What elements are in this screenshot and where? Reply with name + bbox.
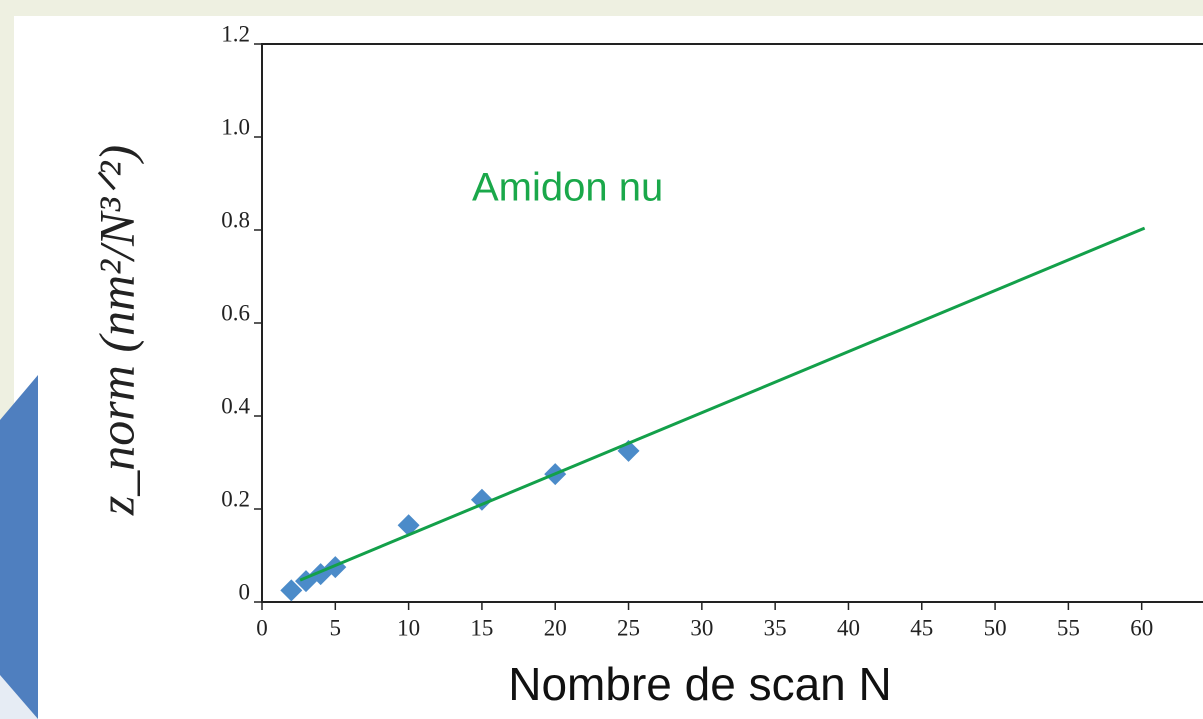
x-axis-label: Nombre de scan N [508,658,892,710]
x-tick-label: 55 [1057,615,1080,640]
y-tick-label: 1.2 [221,21,250,46]
y-tick-label: 0.8 [221,207,250,232]
annotation: Amidon nu [472,166,663,210]
decoration [0,675,38,719]
x-tick-label: 35 [764,615,787,640]
y-axis-label: z_norm (nm²/N³ᐟ²) [88,145,144,516]
y-tick-label: 1.0 [221,114,250,139]
x-tick-label: 25 [617,615,640,640]
x-tick-label: 40 [837,615,860,640]
fit-line [299,226,1146,582]
y-tick-label: 0.4 [221,393,250,418]
x-tick-label: 20 [544,615,567,640]
x-tick-label: 60 [1130,615,1153,640]
y-tick-label: 0 [239,579,251,604]
data-point [397,514,420,537]
y-tick-label: 0.6 [221,300,250,325]
decoration [0,375,38,719]
x-tick-label: 0 [256,615,268,640]
x-tick-label: 45 [910,615,933,640]
x-tick-label: 15 [470,615,493,640]
y-tick-label: 0.2 [221,486,250,511]
x-tick-label: 50 [984,615,1007,640]
x-tick-label: 10 [397,615,420,640]
x-tick-label: 5 [330,615,342,640]
x-tick-label: 30 [690,615,713,640]
data-point [280,579,303,602]
panel [14,16,1203,719]
